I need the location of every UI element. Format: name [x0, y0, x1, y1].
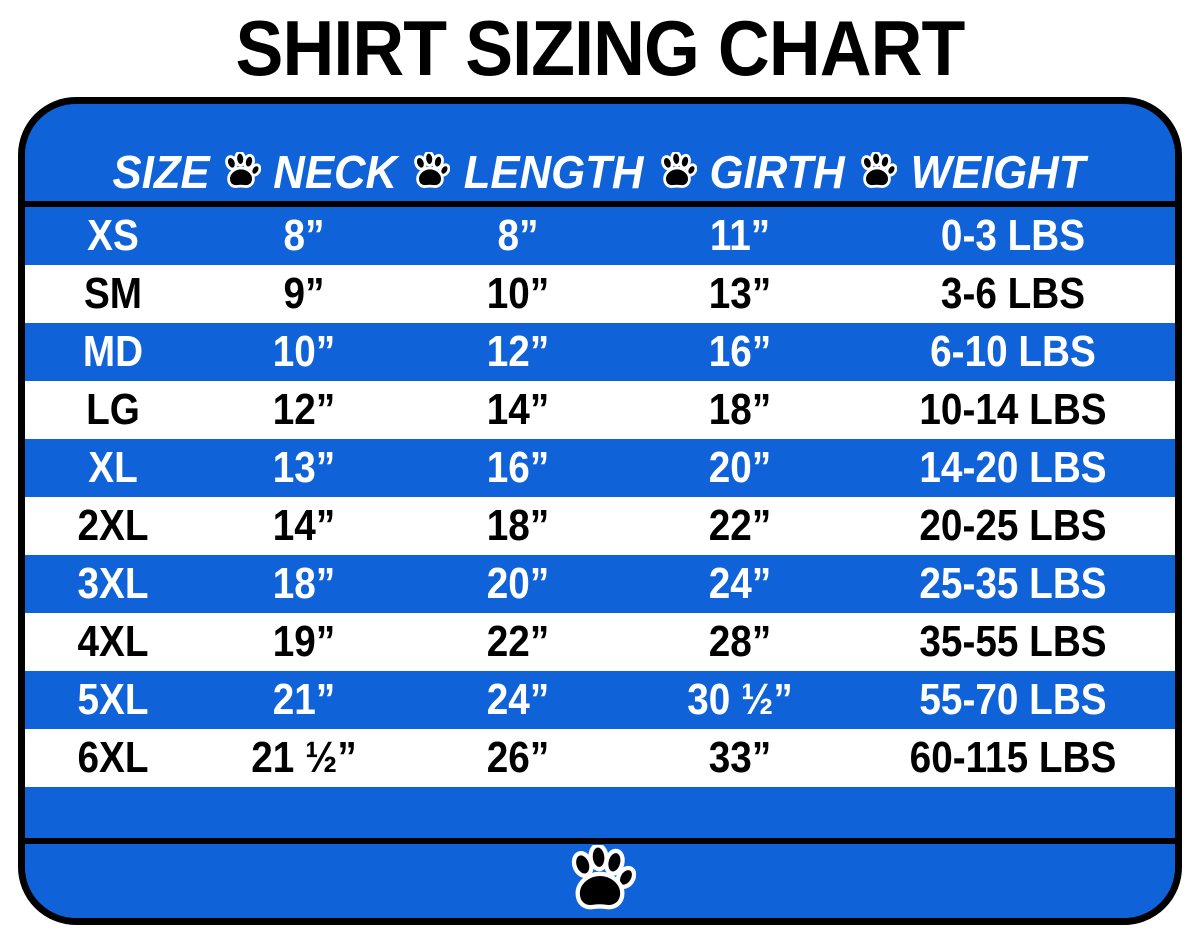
table-row: 6XL 21 ½” 26” 33” 60-115 LBS — [25, 729, 1175, 787]
cell-weight: 20-25 LBS — [919, 501, 1107, 550]
table-row: MD 10” 12” 16” 6-10 LBS — [25, 323, 1175, 381]
cell-girth: 16” — [708, 327, 772, 376]
cell-girth: 18” — [708, 385, 772, 434]
cell-weight: 60-115 LBS — [909, 733, 1117, 782]
column-header-length: LENGTH — [463, 146, 643, 198]
cell-weight: 14-20 LBS — [919, 443, 1107, 492]
cell-neck: 8” — [283, 211, 325, 260]
cell-weight: 0-3 LBS — [940, 211, 1086, 260]
cell-size: 5XL — [77, 675, 149, 724]
column-header-girth: GIRTH — [709, 146, 845, 198]
cell-girth: 33” — [708, 733, 772, 782]
table-row: XL 13” 16” 20” 14-20 LBS — [25, 439, 1175, 497]
paw-print-icon — [654, 149, 700, 195]
cell-length: 20” — [486, 559, 550, 608]
cell-neck: 9” — [283, 269, 325, 318]
table-header-inner: SIZE NECK LENGTH GIRTH WEIGHT — [104, 149, 1096, 195]
cell-weight: 3-6 LBS — [940, 269, 1086, 318]
cell-weight: 25-35 LBS — [919, 559, 1107, 608]
cell-neck: 12” — [272, 385, 336, 434]
paw-print-icon — [854, 149, 900, 195]
cell-length: 18” — [486, 501, 550, 550]
cell-size: 3XL — [77, 559, 149, 608]
cell-size: 6XL — [77, 733, 149, 782]
cell-girth: 30 ½” — [687, 675, 793, 724]
cell-length: 16” — [486, 443, 550, 492]
cell-length: 8” — [497, 211, 539, 260]
table-row: 5XL 21” 24” 30 ½” 55-70 LBS — [25, 671, 1175, 729]
table-row: 3XL 18” 20” 24” 25-35 LBS — [25, 555, 1175, 613]
cell-size: XL — [88, 443, 138, 492]
cell-neck: 14” — [272, 501, 336, 550]
cell-girth: 22” — [708, 501, 772, 550]
cell-girth: 13” — [708, 269, 772, 318]
cell-length: 22” — [486, 617, 550, 666]
cell-neck: 13” — [272, 443, 336, 492]
cell-weight: 10-14 LBS — [919, 385, 1107, 434]
cell-girth: 20” — [708, 443, 772, 492]
cell-size: SM — [83, 269, 143, 318]
cell-length: 10” — [486, 269, 550, 318]
cell-size: 2XL — [77, 501, 149, 550]
cell-length: 14” — [486, 385, 550, 434]
cell-length: 24” — [486, 675, 550, 724]
paw-print-icon — [564, 845, 636, 917]
column-header-weight: WEIGHT — [910, 146, 1086, 198]
cell-size: LG — [86, 385, 140, 434]
table-row: 2XL 14” 18” 22” 20-25 LBS — [25, 497, 1175, 555]
paw-print-icon — [407, 149, 453, 195]
cell-girth: 28” — [708, 617, 772, 666]
cell-weight: 35-55 LBS — [919, 617, 1107, 666]
table-row: 4XL 19” 22” 28” 35-55 LBS — [25, 613, 1175, 671]
paw-print-icon — [218, 149, 264, 195]
cell-size: MD — [82, 327, 144, 376]
cell-size: XS — [87, 211, 139, 260]
footer-strip — [25, 838, 1175, 918]
table-header-row: SIZE NECK LENGTH GIRTH WEIGHT — [25, 104, 1175, 207]
table-row: XS 8” 8” 11” 0-3 LBS — [25, 207, 1175, 265]
cell-neck: 18” — [272, 559, 336, 608]
sizing-chart-card: SIZE NECK LENGTH GIRTH WEIGHT XS 8” 8” 11” 0-3 L… — [18, 97, 1182, 925]
cell-neck: 10” — [272, 327, 336, 376]
cell-girth: 11” — [709, 211, 771, 260]
cell-neck: 21” — [272, 675, 336, 724]
column-header-neck: NECK — [273, 146, 398, 198]
column-header-size: SIZE — [112, 146, 210, 198]
table-row: SM 9” 10” 13” 3-6 LBS — [25, 265, 1175, 323]
table-row: LG 12” 14” 18” 10-14 LBS — [25, 381, 1175, 439]
cell-length: 12” — [486, 327, 550, 376]
cell-weight: 55-70 LBS — [919, 675, 1107, 724]
cell-length: 26” — [486, 733, 550, 782]
cell-size: 4XL — [77, 617, 149, 666]
table-body: XS 8” 8” 11” 0-3 LBS SM 9” 10” 13” 3-6 LBS MD 10” 12… — [25, 207, 1175, 918]
cell-neck: 21 ½” — [251, 733, 357, 782]
cell-girth: 24” — [708, 559, 772, 608]
cell-neck: 19” — [272, 617, 336, 666]
page-title: SHIRT SIZING CHART — [235, 4, 966, 92]
cell-weight: 6-10 LBS — [930, 327, 1096, 376]
